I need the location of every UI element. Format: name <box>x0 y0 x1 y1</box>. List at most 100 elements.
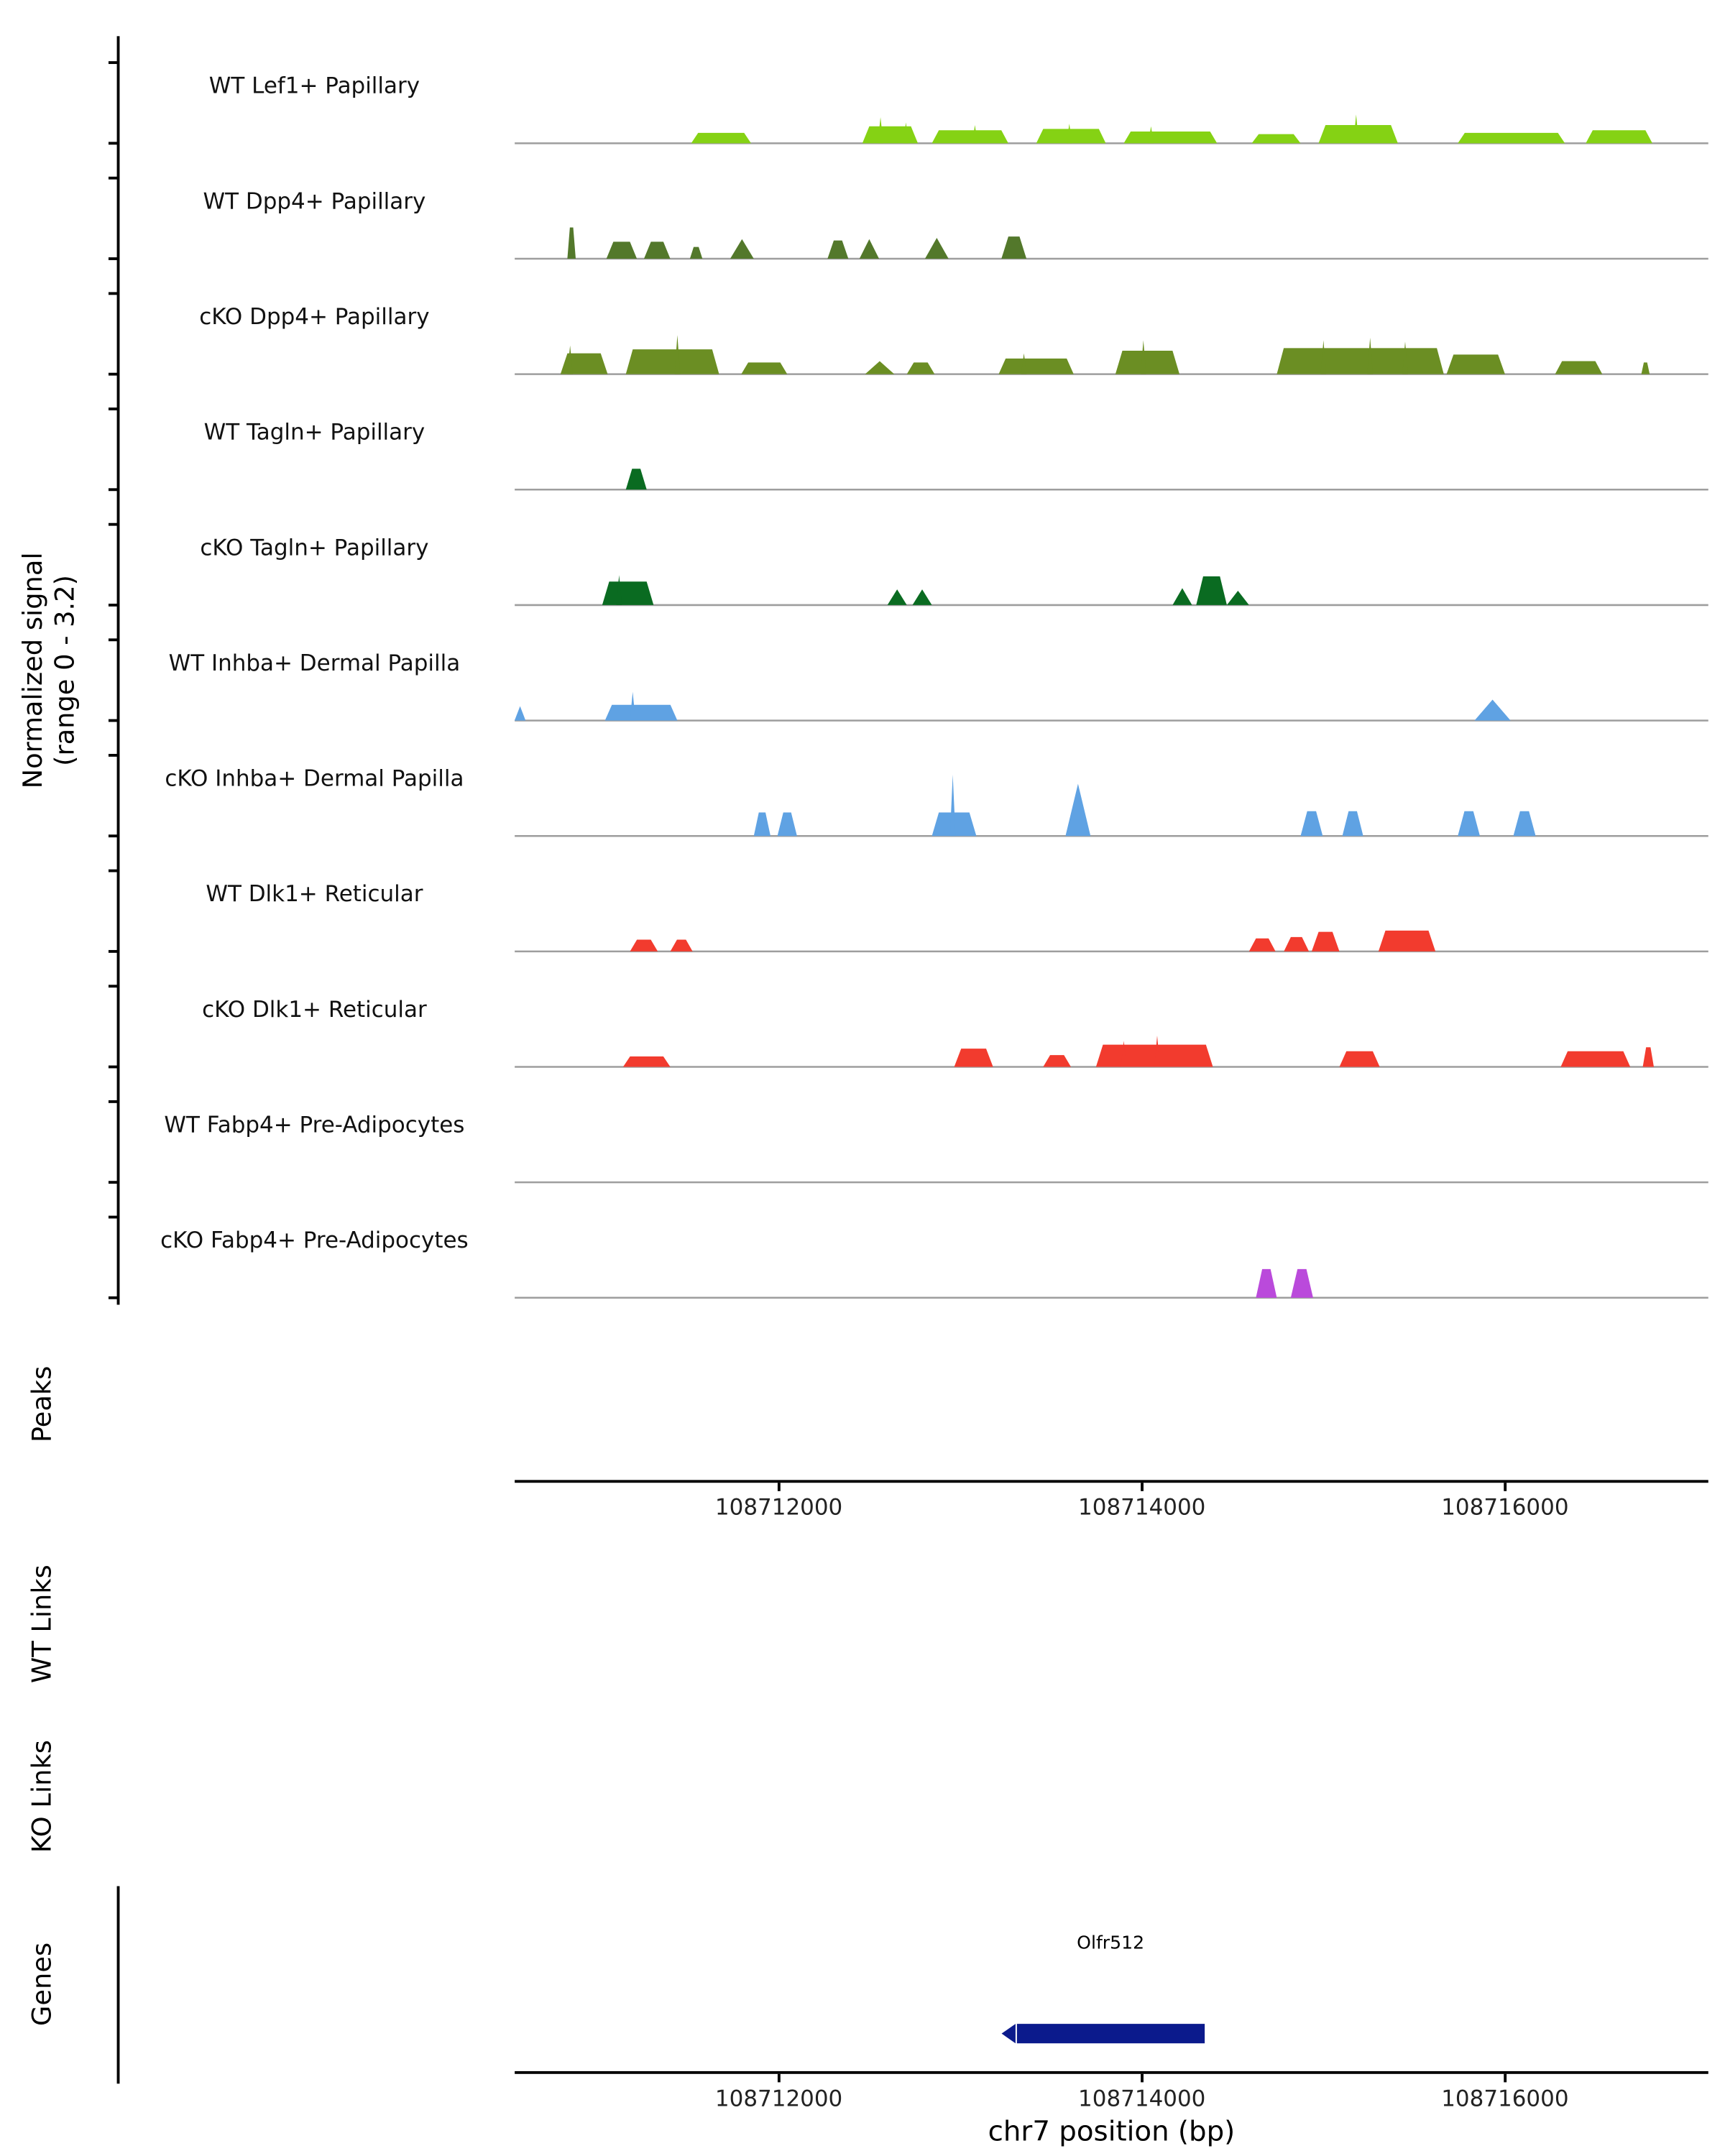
signal-peak <box>604 704 678 721</box>
signal-peak <box>1172 588 1192 605</box>
x-axis-tick <box>1140 1483 1144 1491</box>
y-axis-tick <box>108 142 119 145</box>
signal-peak <box>622 1056 671 1067</box>
signal-peak <box>741 362 788 374</box>
track-label-wt-inhba-dermal-papilla: WT Inhba+ Dermal Papilla <box>168 649 461 676</box>
signal-peak <box>689 247 703 259</box>
x-axis-tick <box>1140 2073 1144 2083</box>
signal-peak <box>1043 1055 1071 1067</box>
track-label-wt-tagln-papillary: WT Tagln+ Papillary <box>203 418 426 446</box>
signal-peak <box>1474 699 1511 721</box>
track-label-wt-fabp4-pre-adipocytes: WT Fabp4+ Pre-Adipocytes <box>164 1111 465 1138</box>
signal-peak <box>1226 590 1249 605</box>
signal-spike <box>1121 1041 1127 1067</box>
gene-body <box>1016 2024 1205 2044</box>
x-axis-tick-label: 108712000 <box>714 1493 843 1521</box>
signal-peak <box>827 240 849 259</box>
signal-track-cko-tagln-papillary <box>515 575 1708 607</box>
signal-peak <box>1642 1047 1654 1067</box>
y-axis-tick <box>108 949 119 953</box>
signal-spike <box>1148 126 1154 144</box>
signal-peak <box>1290 1268 1313 1298</box>
signal-spike <box>1154 1035 1160 1067</box>
signal-spike <box>674 335 681 374</box>
y-axis-tick <box>108 488 119 492</box>
signal-peak <box>1095 1044 1213 1067</box>
signal-peak <box>1458 132 1565 144</box>
signal-peak <box>1065 783 1091 837</box>
signal-track-cko-fabp4-pre-adipocytes <box>515 1268 1708 1299</box>
y-axis-tick <box>108 754 119 757</box>
signal-peak <box>670 939 693 952</box>
signal-peak <box>1123 132 1218 144</box>
signal-peak <box>643 241 671 259</box>
x-axis-tick <box>1503 2073 1506 2083</box>
signal-peak <box>625 349 719 374</box>
x-axis-tick <box>777 2073 781 2083</box>
y-axis-tick <box>108 61 119 65</box>
genes-section-bracket <box>116 1886 120 2084</box>
signal-peak <box>1446 354 1505 374</box>
signal-peak <box>1196 576 1227 605</box>
signal-peak <box>1251 134 1301 144</box>
x-axis-tick <box>1503 1483 1506 1491</box>
signal-spike <box>878 117 883 144</box>
signal-peak <box>560 353 608 374</box>
signal-peak <box>1586 130 1652 144</box>
y-axis-tick <box>108 176 119 180</box>
signal-peak <box>1378 930 1436 952</box>
signal-peak <box>625 469 647 490</box>
signal-peak <box>1560 1051 1631 1067</box>
signal-peak <box>606 241 638 259</box>
signal-peak <box>1339 1051 1380 1067</box>
signal-spike <box>949 774 956 837</box>
signal-peak <box>924 237 949 259</box>
signal-spike <box>1021 353 1027 374</box>
track-label-cko-dpp4-papillary: cKO Dpp4+ Papillary <box>199 303 430 330</box>
y-axis-tick <box>108 603 119 607</box>
x-axis-tick-label: 108716000 <box>1441 2085 1569 2112</box>
y-axis-tick <box>108 1296 119 1299</box>
signal-track-cko-dpp4-papillary <box>515 335 1708 375</box>
signal-peak <box>691 132 751 144</box>
signal-track-wt-dpp4-papillary <box>515 227 1708 260</box>
signal-spike <box>972 124 978 144</box>
signal-peak <box>1256 1268 1277 1298</box>
y-axis-tick <box>108 1100 119 1103</box>
signal-peak <box>865 361 895 374</box>
x-axis-tick-label: 108712000 <box>714 2085 843 2112</box>
track-label-cko-tagln-papillary: cKO Tagln+ Papillary <box>200 534 429 561</box>
y-axis-tick <box>108 372 119 376</box>
y-axis-tick <box>108 407 119 410</box>
signal-y-axis-line <box>116 36 120 1305</box>
track-label-wt-dpp4-papillary: WT Dpp4+ Papillary <box>203 188 426 215</box>
signal-track-wt-dlk1-reticular <box>515 930 1708 953</box>
track-label-cko-fabp4-pre-adipocytes: cKO Fabp4+ Pre-Adipocytes <box>160 1227 469 1253</box>
signal-peak <box>1115 350 1180 374</box>
signal-peak <box>859 239 880 259</box>
signal-spike <box>1140 340 1146 374</box>
signal-peak <box>1458 811 1481 837</box>
gene-name-label: Olfr512 <box>1077 1933 1145 1955</box>
y-axis-tick <box>108 522 119 526</box>
y-axis-tick <box>108 869 119 872</box>
signal-spike <box>1066 124 1072 144</box>
signal-spike <box>616 575 622 605</box>
signal-peak <box>862 126 919 144</box>
signal-peak <box>998 358 1074 374</box>
signal-spike <box>1353 114 1359 144</box>
track-label-cko-dlk1-reticular: cKO Dlk1+ Reticular <box>202 995 427 1023</box>
signal-peak <box>1248 938 1276 952</box>
signal-track-wt-lef1-papillary <box>515 114 1708 144</box>
track-label-wt-lef1-papillary: WT Lef1+ Papillary <box>208 72 420 99</box>
signal-peak <box>906 362 935 374</box>
y-axis-tick <box>108 1065 119 1069</box>
signal-track-cko-dlk1-reticular <box>515 1035 1708 1068</box>
x-axis-tick-label: 108716000 <box>1441 1493 1569 1521</box>
signal-peak <box>514 706 526 721</box>
signal-peak <box>1300 811 1323 837</box>
signal-spike <box>567 345 574 374</box>
signal-spike <box>1367 337 1374 374</box>
